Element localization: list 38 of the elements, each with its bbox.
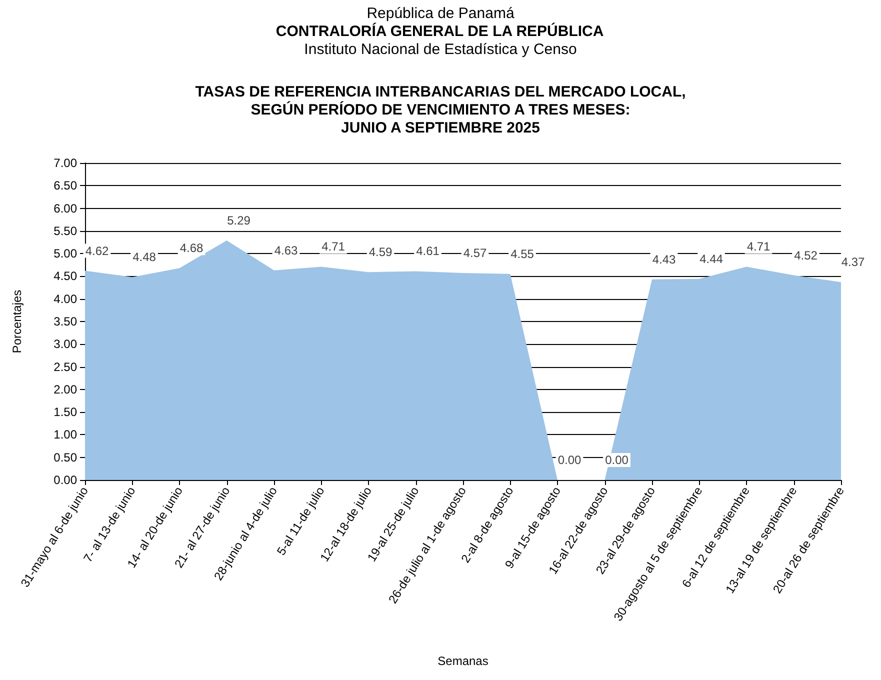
y-tick-label: 7.00 [54, 156, 78, 170]
y-tick-label: 6.00 [54, 201, 78, 216]
y-tick-label: 3.00 [54, 337, 78, 352]
data-label: 0.00 [605, 453, 629, 467]
y-tick-label: 4.00 [54, 292, 78, 306]
data-label: 4.62 [85, 244, 109, 258]
y-tick-label: 0.00 [54, 473, 78, 487]
y-tick-label: 1.50 [54, 405, 78, 420]
data-label: 4.48 [132, 250, 156, 264]
y-axis-title: Porcentajes [10, 290, 24, 354]
data-label: 4.43 [652, 252, 676, 266]
data-label: 4.57 [463, 246, 487, 260]
y-tick-label: 1.00 [54, 428, 78, 442]
y-tick-label: 2.50 [54, 360, 78, 374]
y-tick-label: 6.50 [54, 178, 78, 193]
data-label: 4.61 [416, 244, 440, 258]
data-label: 0.00 [558, 453, 582, 467]
data-label: 4.68 [180, 241, 204, 256]
data-label: 4.63 [274, 243, 298, 258]
data-label: 4.59 [368, 245, 392, 260]
data-label: 4.71 [746, 240, 770, 254]
y-tick-label: 2.00 [54, 382, 78, 396]
data-label: 5.29 [227, 213, 251, 228]
data-label: 4.55 [510, 246, 534, 261]
x-axis-title: Semanas [438, 654, 488, 668]
y-tick-label: 5.00 [54, 246, 78, 261]
y-tick-label: 0.50 [54, 450, 78, 464]
y-tick-label: 4.50 [54, 269, 78, 284]
text: Instituto Nacional de Estadística y Censo [304, 41, 577, 58]
chart-title: TASAS DE REFERENCIA INTERBANCARIAS DEL MERCADO LOCAL, SEGÚN PERÍODO DE VENCIMIENTO A TRES MESES: JUNIO A SEPTIEMBRE 2025 [195, 84, 686, 136]
text: República de Panamá [366, 5, 515, 22]
y-tick-label: 5.50 [54, 224, 78, 238]
data-label: 4.44 [700, 252, 724, 266]
data-label: 4.37 [841, 255, 865, 270]
data-label: 4.71 [322, 240, 346, 254]
data-label: 4.52 [794, 248, 818, 262]
text: CONTRALORÍA GENERAL DE LA REPÚBLICA [276, 22, 604, 40]
y-tick-label: 3.50 [54, 314, 78, 328]
